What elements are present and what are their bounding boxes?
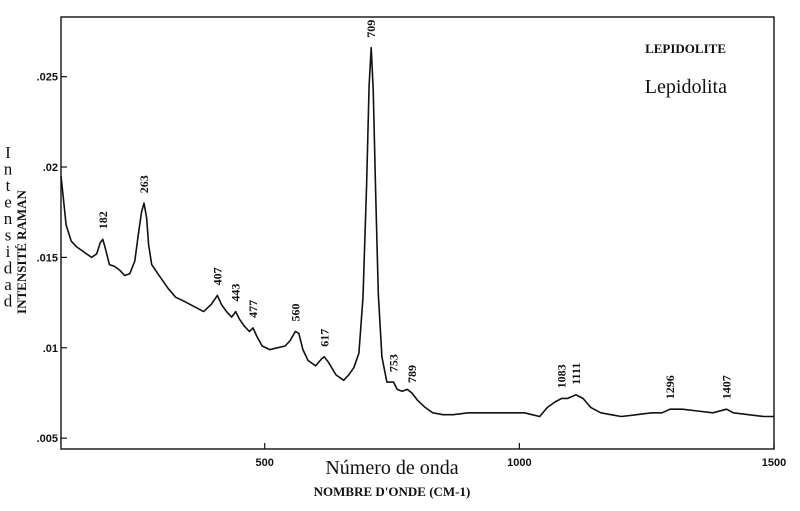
peak-label: 617 xyxy=(317,329,331,347)
y-axis-title: INTENSITÉ RAMAN xyxy=(14,189,29,313)
y-tick-label: .005 xyxy=(37,433,58,445)
peak-label: 477 xyxy=(246,300,260,318)
x-axis-ticks: 500 1000 1500 xyxy=(256,443,786,469)
chart-title: LEPIDOLITE xyxy=(645,41,726,56)
plot-frame xyxy=(60,16,775,450)
peak-label: 407 xyxy=(210,267,224,285)
x-axis-title-spanish: Número de onda xyxy=(325,457,458,479)
peak-label: 1083 xyxy=(555,364,569,388)
peak-label: 443 xyxy=(229,284,243,302)
y-tick-label: .02 xyxy=(43,162,58,174)
y-tick-label: .015 xyxy=(37,252,58,264)
x-tick-label: 1000 xyxy=(507,457,531,469)
y-tick-label: .025 xyxy=(37,72,58,84)
peak-label: 1407 xyxy=(720,375,734,399)
y-axis-ticks: .005 .01 .015 .02 .025 xyxy=(37,72,67,445)
peak-label: 560 xyxy=(288,304,302,322)
peak-label: 182 xyxy=(96,211,110,229)
spectrum-line xyxy=(60,46,774,418)
x-axis-title: NOMBRE D'ONDE (CM-1) xyxy=(314,484,471,499)
chart-subtitle: Lepidolita xyxy=(645,76,727,98)
peak-label: 753 xyxy=(387,354,401,372)
peak-label: 789 xyxy=(405,365,419,383)
peak-label: 1296 xyxy=(663,375,677,399)
x-tick-label: 1500 xyxy=(762,457,786,469)
peak-label: 263 xyxy=(137,175,151,193)
y-tick-label: .01 xyxy=(43,343,58,355)
peak-label: 709 xyxy=(364,20,378,38)
x-tick-label: 500 xyxy=(256,457,274,469)
peak-label: 1111 xyxy=(569,363,583,385)
